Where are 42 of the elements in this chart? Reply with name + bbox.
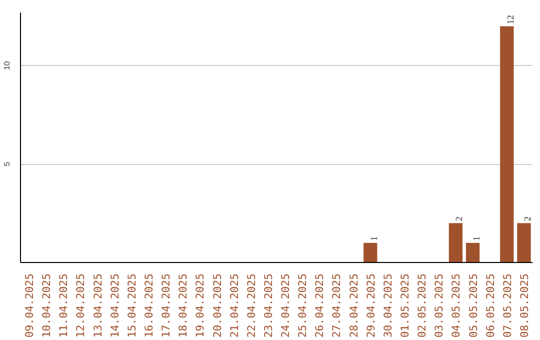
x-tick-label: 04.05.2025 [450,274,463,338]
bar [500,26,514,262]
x-tick-label: 11.04.2025 [57,274,70,338]
x-tick-label: 08.05.2025 [518,274,531,338]
bar [466,242,480,262]
x-tick-label: 25.04.2025 [296,274,310,338]
x-tick-label: 29.04.2025 [364,274,378,338]
bar [364,242,378,262]
x-tick-label: 18.04.2025 [176,274,190,338]
x-tick-label: 16.04.2025 [142,274,156,338]
x-tick-label: 02.05.2025 [416,274,429,338]
x-tick-label: 27.04.2025 [330,274,344,338]
x-tick-label: 14.04.2025 [108,274,122,338]
x-tick-label: 30.04.2025 [381,274,394,338]
data-label: 2 [455,216,466,222]
data-label: 2 [523,216,534,222]
x-tick-label: 20.04.2025 [210,274,224,338]
x-tick-label: 19.04.2025 [194,274,207,338]
x-tick-label: 09.04.2025 [23,274,36,338]
y-tick-label: 5 [2,161,12,166]
x-tick-label: 05.05.2025 [466,274,480,338]
x-tick-label: 13.04.2025 [91,274,104,338]
x-tick-label: 15.04.2025 [125,274,138,338]
data-label: 12 [506,14,516,24]
x-tick-label: 21.04.2025 [228,274,241,338]
x-tick-label: 12.04.2025 [74,274,88,338]
x-tick-label: 22.04.2025 [244,274,258,338]
x-tick-label: 10.04.2025 [40,274,54,338]
x-tick-label: 24.04.2025 [279,274,292,338]
y-tick-label: 10 [2,60,12,70]
bar [517,223,531,262]
x-tick-label: 01.05.2025 [398,274,412,338]
bar [448,223,463,262]
data-label: 1 [370,236,380,241]
x-tick-label: 28.04.2025 [347,274,360,338]
x-tick-label: 17.04.2025 [160,274,173,338]
x-tick-label: 07.05.2025 [500,274,514,338]
x-tick-label: 06.05.2025 [484,274,497,338]
x-tick-label: 26.04.2025 [313,274,326,338]
data-label: 1 [472,236,482,241]
x-tick-label: 03.05.2025 [432,274,446,338]
x-tick-label: 23.04.2025 [262,274,275,338]
